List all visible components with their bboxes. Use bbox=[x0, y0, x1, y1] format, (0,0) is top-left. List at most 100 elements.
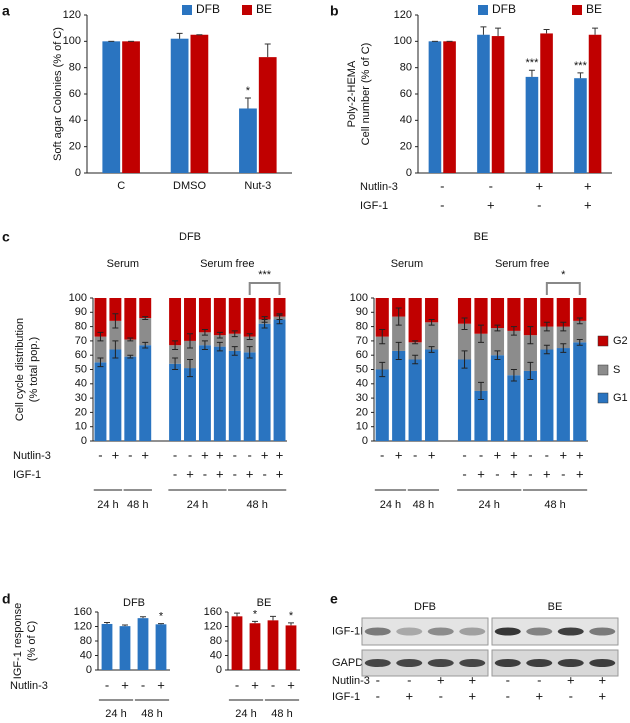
condition-mark: + bbox=[121, 677, 129, 692]
condition-mark: + bbox=[510, 447, 518, 462]
y-tick-label: 60 bbox=[356, 349, 368, 361]
legend-label: BE bbox=[256, 2, 272, 16]
bar-segment bbox=[273, 319, 286, 441]
legend-label: S bbox=[613, 364, 620, 376]
bar-segment bbox=[124, 298, 137, 340]
bar-segment bbox=[392, 298, 406, 317]
condition-mark: - bbox=[561, 466, 565, 481]
error-bar bbox=[244, 97, 251, 109]
error-bar bbox=[264, 43, 271, 58]
y-tick-label: 90 bbox=[75, 306, 87, 318]
condition-mark: + bbox=[510, 466, 518, 481]
bar-segment bbox=[243, 352, 256, 441]
y-tick-label: 80 bbox=[75, 321, 87, 333]
bar-segment bbox=[184, 340, 196, 369]
y-tick-label: 0 bbox=[216, 664, 222, 676]
error-bar bbox=[510, 326, 517, 336]
y-tick-label: 0 bbox=[75, 167, 81, 179]
error-bar bbox=[246, 333, 253, 340]
y-tick-label: 40 bbox=[356, 378, 368, 390]
y-tick-label: 160 bbox=[204, 606, 222, 618]
condition-mark: - bbox=[203, 466, 207, 481]
condition-mark: - bbox=[440, 197, 444, 212]
condition-mark: + bbox=[276, 466, 284, 481]
condition-mark: + bbox=[246, 466, 254, 481]
condition-mark: + bbox=[584, 197, 592, 212]
condition-label: Nutlin-3 bbox=[13, 450, 51, 462]
condition-mark: - bbox=[506, 672, 510, 687]
error-bar bbox=[97, 357, 104, 368]
bar-segment bbox=[139, 318, 152, 346]
supergroup-label: Serum bbox=[391, 258, 423, 270]
bar-segment bbox=[258, 323, 271, 441]
condition-mark: + bbox=[468, 688, 476, 703]
error-bar bbox=[140, 616, 146, 619]
y-tick-label: 30 bbox=[356, 392, 368, 404]
bar-segment bbox=[474, 298, 488, 334]
bar-segment bbox=[408, 359, 422, 441]
condition-mark: + bbox=[395, 447, 403, 462]
error-bar bbox=[187, 333, 193, 349]
bar bbox=[285, 625, 297, 670]
bar-segment bbox=[169, 363, 182, 441]
group-label: 24 h bbox=[187, 499, 208, 511]
condition-mark: + bbox=[141, 447, 149, 462]
y-tick-label: 60 bbox=[69, 88, 81, 100]
y-tick-label: 0 bbox=[406, 167, 412, 179]
bar-segment bbox=[109, 320, 122, 350]
bar-segment bbox=[573, 342, 587, 441]
bar-segment bbox=[213, 335, 226, 347]
panel-letter: d bbox=[2, 591, 11, 607]
bar-segment bbox=[198, 345, 211, 441]
error-bar bbox=[127, 354, 134, 359]
y-tick-label: 120 bbox=[74, 620, 92, 632]
condition-mark: - bbox=[98, 447, 102, 462]
y-tick-label: 80 bbox=[69, 62, 81, 74]
bracket bbox=[248, 282, 281, 295]
bar-segment bbox=[124, 356, 137, 441]
error-bar bbox=[428, 318, 435, 326]
bar-segment bbox=[198, 332, 211, 346]
y-axis-label: Poly-2-HEMA bbox=[346, 60, 358, 127]
condition-mark: + bbox=[576, 466, 584, 481]
condition-mark: + bbox=[598, 672, 606, 687]
error-bar bbox=[528, 69, 535, 77]
bar-segment bbox=[392, 350, 406, 441]
blot-band bbox=[396, 627, 423, 636]
blot-band bbox=[364, 627, 391, 636]
y-axis-label: Cell number (% of C) bbox=[360, 43, 372, 146]
condition-mark: - bbox=[413, 447, 417, 462]
condition-mark: + bbox=[567, 672, 575, 687]
y-axis-label: Cell cycle distribution bbox=[14, 318, 26, 421]
y-axis-label: (% total pop.) bbox=[28, 337, 40, 402]
condition-mark: - bbox=[489, 178, 493, 193]
condition-mark: - bbox=[248, 447, 252, 462]
error-bar bbox=[252, 620, 258, 624]
condition-mark: - bbox=[528, 447, 532, 462]
blot-column-label: DFB bbox=[414, 601, 436, 613]
group-label: 48 h bbox=[141, 708, 162, 720]
group-label: 48 h bbox=[413, 499, 434, 511]
bar bbox=[443, 41, 456, 174]
bar-segment bbox=[139, 298, 152, 319]
error-bar bbox=[127, 337, 134, 342]
bar-segment bbox=[474, 390, 488, 441]
panel-letter: c bbox=[2, 229, 10, 245]
bar bbox=[525, 76, 539, 173]
bar-segment bbox=[109, 298, 122, 321]
bar-segment bbox=[392, 316, 406, 351]
bar-segment bbox=[556, 298, 570, 327]
panel-letter: a bbox=[2, 3, 10, 19]
error-bar bbox=[494, 350, 501, 360]
error-bar bbox=[231, 330, 238, 338]
error-bar bbox=[395, 307, 402, 326]
bar-segment bbox=[375, 298, 389, 337]
error-bar bbox=[592, 27, 599, 35]
error-bar bbox=[560, 321, 567, 332]
group-label: 24 h bbox=[235, 708, 256, 720]
y-tick-label: 40 bbox=[210, 649, 222, 661]
bar-segment bbox=[457, 298, 472, 324]
blot-band bbox=[526, 627, 553, 636]
error-bar bbox=[112, 313, 119, 329]
